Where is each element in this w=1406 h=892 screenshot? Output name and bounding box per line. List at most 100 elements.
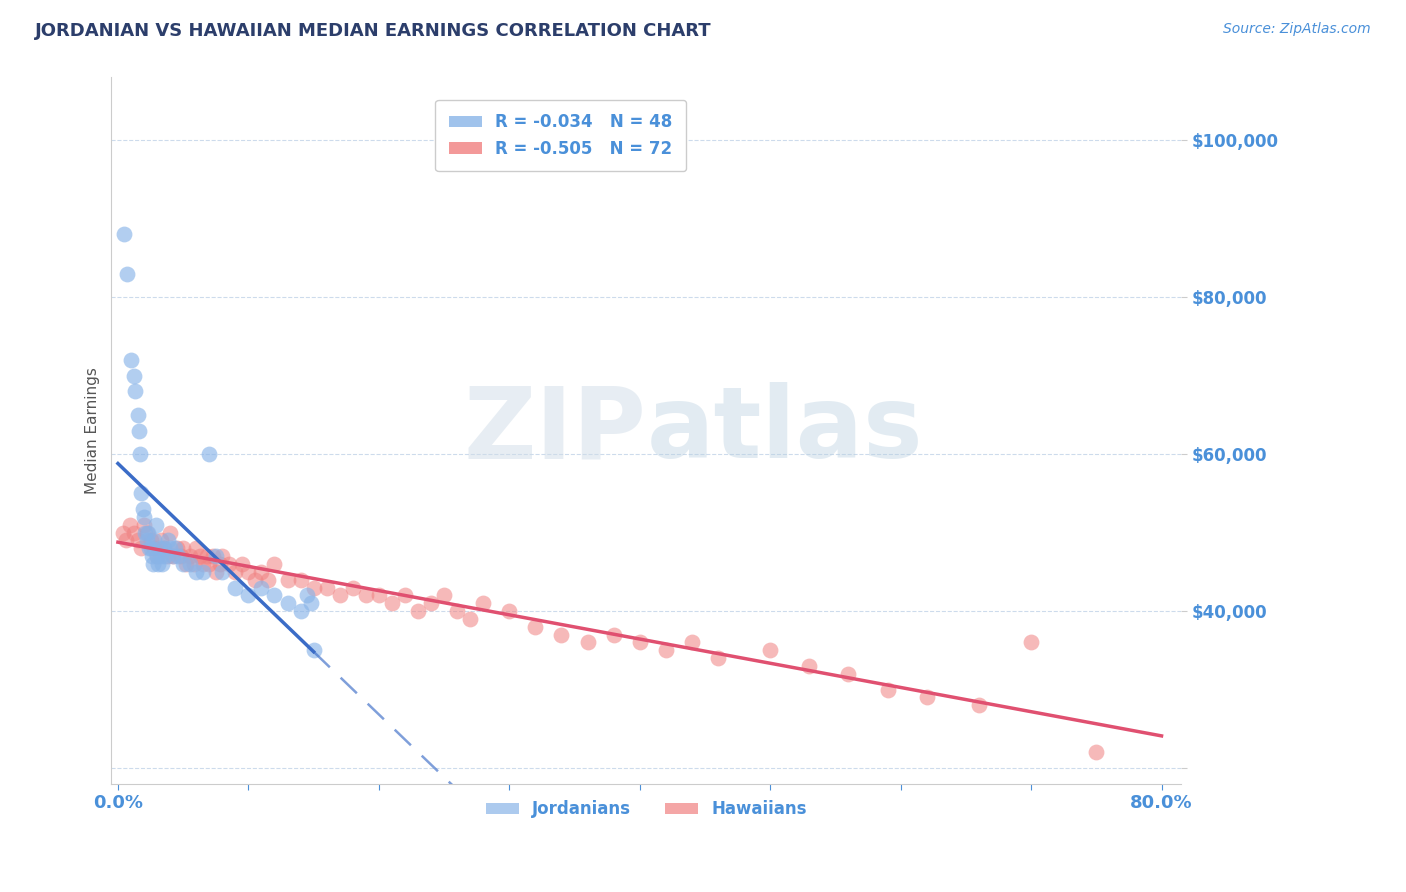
Point <box>238 565 260 579</box>
Point <box>150 557 173 571</box>
Point <box>250 581 273 595</box>
Legend: Jordanians, Hawaiians: Jordanians, Hawaiians <box>479 794 814 825</box>
Point <box>498 604 520 618</box>
Point <box>628 635 651 649</box>
Point <box>204 565 226 579</box>
Point <box>149 541 172 556</box>
Point <box>195 549 218 563</box>
Point <box>153 549 176 563</box>
Text: Source: ZipAtlas.com: Source: ZipAtlas.com <box>1223 22 1371 37</box>
Point <box>263 557 285 571</box>
Point <box>299 596 322 610</box>
Point <box>290 573 312 587</box>
Point <box>124 384 146 399</box>
Point <box>138 541 160 556</box>
Point <box>149 549 172 563</box>
Point <box>433 588 456 602</box>
Point <box>165 541 187 556</box>
Point <box>406 604 429 618</box>
Point <box>145 517 167 532</box>
Point <box>354 588 377 602</box>
Point <box>198 557 221 571</box>
Point <box>146 549 169 563</box>
Point <box>302 643 325 657</box>
Point <box>191 557 214 571</box>
Point <box>315 581 337 595</box>
Point <box>967 698 990 713</box>
Point <box>120 353 142 368</box>
Point <box>218 557 240 571</box>
Point <box>224 581 246 595</box>
Point <box>191 565 214 579</box>
Point <box>655 643 678 657</box>
Text: ZIP: ZIP <box>464 382 647 479</box>
Point <box>132 502 155 516</box>
Point <box>162 549 184 563</box>
Point <box>134 525 156 540</box>
Point <box>263 588 285 602</box>
Point <box>198 447 221 461</box>
Point <box>1085 745 1108 759</box>
Point <box>114 533 136 548</box>
Point <box>202 549 225 563</box>
Point <box>146 549 169 563</box>
Point <box>114 227 136 242</box>
Point <box>149 533 172 548</box>
Point <box>167 549 190 563</box>
Point <box>152 541 174 556</box>
Point <box>183 557 205 571</box>
Point <box>122 368 145 383</box>
Point <box>394 588 416 602</box>
Point <box>524 620 547 634</box>
Point <box>681 635 703 649</box>
Point <box>367 588 389 602</box>
Point <box>276 596 298 610</box>
Point <box>131 541 153 556</box>
Point <box>112 525 135 540</box>
Point <box>132 517 155 532</box>
Point <box>1019 635 1042 649</box>
Point <box>420 596 443 610</box>
Point <box>472 596 495 610</box>
Point <box>188 549 211 563</box>
Point <box>166 541 188 556</box>
Point <box>143 541 166 556</box>
Point <box>143 533 166 548</box>
Point <box>127 408 149 422</box>
Point <box>174 557 197 571</box>
Point <box>186 541 208 556</box>
Point <box>115 267 138 281</box>
Point <box>799 659 821 673</box>
Point <box>127 533 149 548</box>
Point <box>876 682 898 697</box>
Point <box>211 549 233 563</box>
Point <box>186 565 208 579</box>
Point <box>131 486 153 500</box>
Point <box>139 533 162 548</box>
Point <box>759 643 782 657</box>
Point <box>602 627 624 641</box>
Point <box>257 573 280 587</box>
Point <box>231 557 253 571</box>
Point <box>128 424 150 438</box>
Point <box>129 447 152 461</box>
Point <box>179 549 201 563</box>
Text: atlas: atlas <box>647 382 922 479</box>
Point <box>707 651 730 665</box>
Point <box>142 557 165 571</box>
Y-axis label: Median Earnings: Median Earnings <box>86 368 100 494</box>
Point <box>179 557 201 571</box>
Point <box>243 573 266 587</box>
Point <box>302 581 325 595</box>
Point <box>329 588 352 602</box>
Point <box>152 541 174 556</box>
Point <box>458 612 481 626</box>
Point <box>118 517 141 532</box>
Point <box>295 588 318 602</box>
Point <box>211 565 233 579</box>
Point <box>172 557 194 571</box>
Point <box>159 525 181 540</box>
Point <box>250 565 273 579</box>
Point <box>915 690 938 705</box>
Point <box>148 557 170 571</box>
